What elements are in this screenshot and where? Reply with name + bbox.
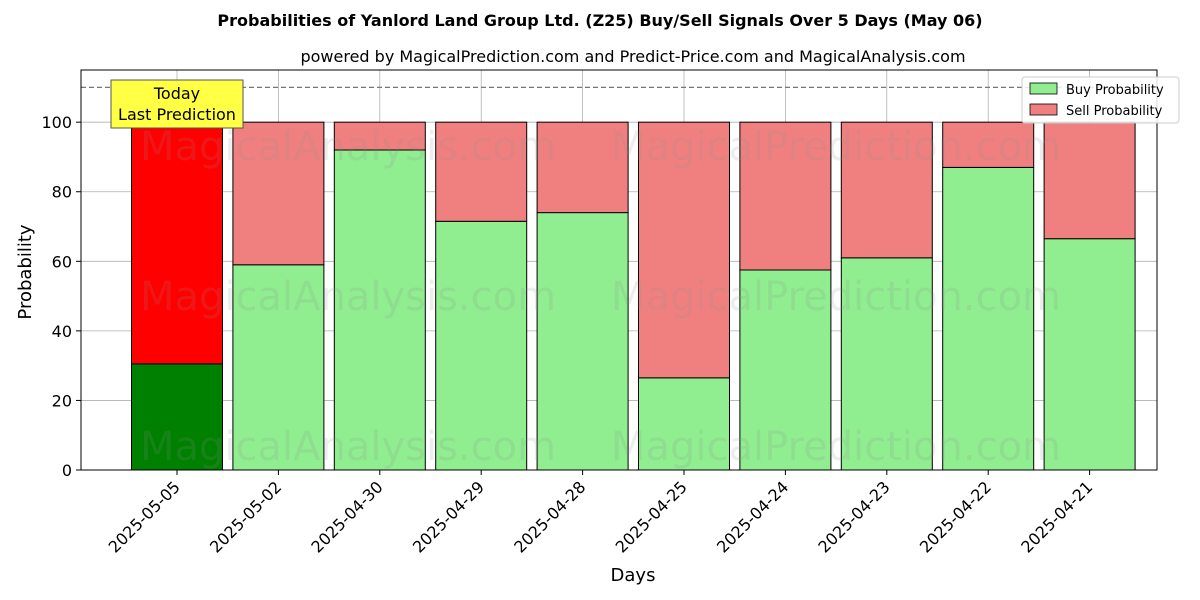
bar-sell-2025-04-29 (435, 121, 528, 222)
bar-sell-2025-04-24 (739, 121, 832, 271)
y-tick-label: 60 (52, 252, 72, 271)
chart-subtitle: powered by MagicalPrediction.com and Pre… (300, 47, 965, 66)
watermark-text: MagicalPrediction.com (611, 124, 1061, 170)
legend-label-buy: Buy Probability (1066, 83, 1164, 98)
y-tick-label: 20 (52, 391, 72, 410)
y-axis-label: Probability (15, 224, 36, 319)
watermark-text: MagicalPrediction.com (611, 274, 1061, 320)
y-tick-label: 0 (62, 461, 72, 480)
legend-swatch-sell (1029, 103, 1058, 116)
bar-sell-2025-04-21 (1043, 121, 1136, 240)
bar-buy-2025-04-29 (435, 220, 528, 471)
x-tick-label: 2025-04-25 (612, 477, 691, 556)
bar-buy-2025-04-25 (638, 377, 730, 471)
bar-buy-2025-04-22 (942, 166, 1035, 471)
y-tick-label: 80 (52, 183, 72, 202)
chart-title: Probabilities of Yanlord Land Group Ltd.… (217, 11, 982, 30)
y-tick-label: 100 (41, 113, 72, 132)
x-tick-label: 2025-05-02 (206, 477, 285, 556)
annotation-line-1: Today (153, 84, 200, 103)
bar-sell-2025-04-28 (536, 121, 629, 214)
x-tick-label: 2025-04-22 (916, 477, 995, 556)
bar-buy-2025-04-28 (536, 212, 629, 471)
annotation-line-2: Last Prediction (118, 105, 236, 124)
bar-sell-2025-05-05 (131, 121, 223, 365)
bar-buy-2025-04-24 (739, 269, 832, 471)
bars (131, 121, 1136, 471)
bar-sell-2025-04-22 (942, 121, 1035, 168)
bar-buy-2025-04-23 (840, 257, 933, 471)
x-tick-label: 2025-04-29 (409, 477, 488, 556)
bar-sell-2025-05-02 (232, 121, 325, 266)
watermark-text: MagicalAnalysis.com (140, 274, 556, 320)
bar-sell-2025-04-23 (840, 121, 933, 259)
annotation-background (110, 79, 244, 129)
legend: Buy Probability Sell Probability (1021, 76, 1180, 124)
x-tick-label: 2025-04-23 (814, 477, 893, 556)
watermarks: MagicalAnalysis.com MagicalPrediction.com… (140, 124, 1061, 470)
watermark-text: MagicalAnalysis.com (140, 424, 556, 470)
legend-frame (1021, 76, 1180, 124)
bar-sell-2025-04-30 (333, 121, 426, 151)
legend-label-sell: Sell Probability (1066, 104, 1163, 119)
plot-frame (80, 69, 1158, 471)
x-tick-label: 2025-05-05 (105, 477, 184, 556)
watermark-text: MagicalAnalysis.com (140, 124, 556, 170)
annotation-box: Today Last Prediction (110, 79, 244, 129)
bar-sell-2025-04-25 (638, 121, 730, 379)
x-tick-label: 2025-04-28 (510, 477, 589, 556)
bar-buy-2025-05-05 (131, 363, 223, 471)
x-axis-label: Days (611, 565, 656, 586)
bar-buy-2025-04-21 (1043, 238, 1136, 471)
x-ticks: 2025-05-05 2025-05-02 2025-04-30 2025-04-29… (105, 470, 1096, 557)
x-tick-label: 2025-04-24 (713, 477, 792, 556)
bar-buy-2025-04-30 (333, 149, 426, 471)
watermark-text: MagicalPrediction.com (611, 424, 1061, 470)
x-tick-label: 2025-04-30 (307, 477, 386, 556)
y-tick-label: 40 (52, 322, 72, 341)
y-ticks: 0 20 40 60 80 100 (41, 113, 81, 480)
legend-swatch-buy (1029, 82, 1058, 95)
x-tick-label: 2025-04-21 (1017, 477, 1096, 556)
